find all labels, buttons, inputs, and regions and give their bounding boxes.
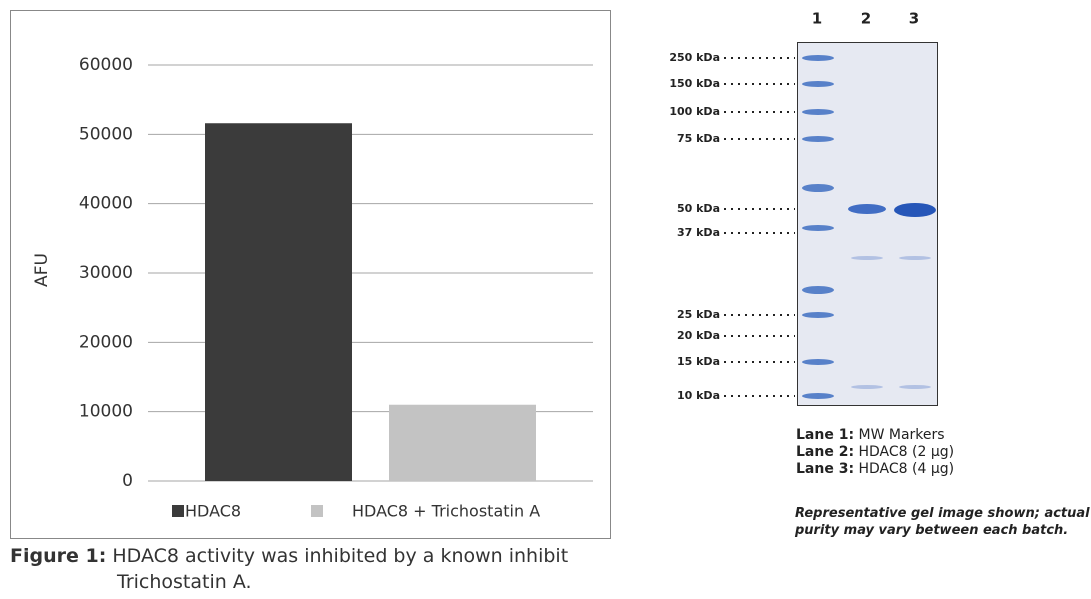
faint-band <box>899 256 931 260</box>
lane-number: 3 <box>909 10 919 28</box>
marker-label: 50 kDa <box>677 202 720 215</box>
caption-continuation: Trichostatin A. <box>117 571 252 593</box>
marker-label: 37 kDa <box>677 226 720 239</box>
caption: Figure 1: HDAC8 activity was inhibited b… <box>10 545 568 567</box>
lane-label: Lane 1: <box>796 427 854 443</box>
y-tick-label: 20000 <box>79 332 133 352</box>
lane-text: HDAC8 (2 µg) <box>859 444 955 460</box>
legend-label: HDAC8 + Trichostatin A <box>352 502 540 521</box>
caption-label: Figure 1: <box>10 545 106 567</box>
ladder-band <box>802 184 834 192</box>
ladder-band <box>802 225 834 231</box>
ladder-band <box>802 136 834 142</box>
marker-label: 100 kDa <box>669 105 720 118</box>
y-tick-label: 0 <box>122 471 133 491</box>
y-tick-label: 40000 <box>79 194 133 214</box>
marker-label: 15 kDa <box>677 355 720 368</box>
y-axis-label: AFU <box>32 253 52 287</box>
faint-band <box>851 256 883 260</box>
legend-label: HDAC8 <box>185 502 241 521</box>
bar <box>389 405 536 481</box>
legend-swatch <box>311 505 323 517</box>
gel-image <box>798 43 938 406</box>
y-tick-label: 10000 <box>79 402 133 422</box>
page: AFU 0 10000 20000 30000 40000 50000 60000 HDAC8… <box>0 0 1091 599</box>
note-line: purity may vary between each batch. <box>795 522 1090 539</box>
faint-band <box>851 385 883 389</box>
ladder-band <box>802 286 834 294</box>
lane-number: 2 <box>861 10 871 28</box>
ladder-band <box>802 312 834 318</box>
ladder-band <box>802 359 834 365</box>
ladder-band <box>802 109 834 115</box>
legend-row: Lane 1: MW Markers <box>796 427 954 444</box>
protein-band <box>848 204 886 214</box>
y-tick-label: 60000 <box>79 55 133 75</box>
y-tick-label: 50000 <box>79 124 133 144</box>
gel-note: Representative gel image shown; actual p… <box>795 505 1090 539</box>
lane-number: 1 <box>812 10 822 28</box>
ladder-band <box>802 393 834 399</box>
faint-band <box>899 385 931 389</box>
ladder-band <box>802 81 834 87</box>
ladder-band <box>802 55 834 61</box>
lane-label: Lane 2: <box>796 444 854 460</box>
bar <box>205 123 352 481</box>
marker-label: 10 kDa <box>677 389 720 402</box>
marker-label: 75 kDa <box>677 132 720 145</box>
legend-row: Lane 2: HDAC8 (2 µg) <box>796 444 954 461</box>
caption-text: HDAC8 activity was inhibited by a known … <box>112 545 568 567</box>
legend-swatch <box>172 505 184 517</box>
legend-row: Lane 3: HDAC8 (4 µg) <box>796 461 954 478</box>
lane-text: HDAC8 (4 µg) <box>859 461 955 477</box>
lane-label: Lane 3: <box>796 461 854 477</box>
marker-label: 250 kDa <box>669 51 720 64</box>
marker-label: 20 kDa <box>677 329 720 342</box>
marker-label: 150 kDa <box>669 77 720 90</box>
y-tick-label: 30000 <box>79 263 133 283</box>
note-line: Representative gel image shown; actual <box>795 505 1090 522</box>
gel-legend: Lane 1: MW Markers Lane 2: HDAC8 (2 µg) … <box>796 427 954 478</box>
lane-text: MW Markers <box>859 427 945 443</box>
protein-band <box>894 203 936 217</box>
marker-label: 25 kDa <box>677 308 720 321</box>
